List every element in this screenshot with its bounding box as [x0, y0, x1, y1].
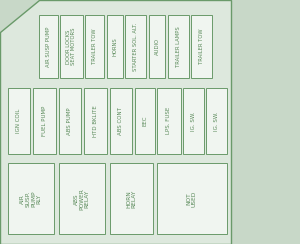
Text: DOOR LOCKS
SEAT MOTORS: DOOR LOCKS SEAT MOTORS: [66, 28, 76, 65]
FancyBboxPatch shape: [110, 163, 153, 234]
Text: STARTER SOL. ALT.: STARTER SOL. ALT.: [134, 22, 138, 71]
FancyBboxPatch shape: [183, 88, 204, 154]
Text: HORN
RELAY: HORN RELAY: [126, 190, 136, 208]
Text: TRAILER LAMPS: TRAILER LAMPS: [176, 26, 181, 67]
FancyBboxPatch shape: [8, 88, 30, 154]
FancyBboxPatch shape: [206, 88, 226, 154]
FancyBboxPatch shape: [84, 88, 106, 154]
Text: AIR
SUSP.
PUMP
RLY: AIR SUSP. PUMP RLY: [20, 191, 41, 207]
Text: ABS PUMP: ABS PUMP: [67, 107, 72, 135]
FancyBboxPatch shape: [157, 88, 181, 154]
Text: HTD BKLITE: HTD BKLITE: [93, 105, 98, 137]
Text: ABS CONT: ABS CONT: [118, 107, 123, 135]
FancyBboxPatch shape: [60, 15, 82, 78]
Text: EEC: EEC: [142, 115, 147, 126]
FancyBboxPatch shape: [39, 15, 58, 78]
FancyBboxPatch shape: [58, 163, 105, 234]
FancyBboxPatch shape: [85, 15, 104, 78]
Text: FUEL PUMP: FUEL PUMP: [42, 106, 47, 136]
FancyBboxPatch shape: [191, 15, 212, 78]
FancyBboxPatch shape: [33, 88, 56, 154]
FancyBboxPatch shape: [168, 15, 189, 78]
FancyBboxPatch shape: [58, 88, 81, 154]
Text: HORNS: HORNS: [112, 37, 117, 56]
Text: IGN COIL: IGN COIL: [16, 109, 21, 133]
Text: IG. SW.: IG. SW.: [214, 111, 219, 131]
Text: NOT
USED: NOT USED: [187, 191, 197, 207]
FancyBboxPatch shape: [135, 88, 154, 154]
Polygon shape: [0, 0, 231, 244]
FancyBboxPatch shape: [8, 163, 54, 234]
Text: AIR SUSP PUMP: AIR SUSP PUMP: [46, 26, 51, 67]
FancyBboxPatch shape: [110, 88, 132, 154]
FancyBboxPatch shape: [157, 163, 226, 234]
Text: IG. SW.: IG. SW.: [191, 111, 196, 131]
FancyBboxPatch shape: [106, 15, 123, 78]
FancyBboxPatch shape: [125, 15, 146, 78]
FancyBboxPatch shape: [149, 15, 165, 78]
Text: ABS
POWER
RELAY: ABS POWER RELAY: [74, 188, 90, 210]
Text: TRAILER TOW: TRAILER TOW: [199, 29, 204, 64]
Text: LPS. FUSE: LPS. FUSE: [167, 107, 171, 134]
Text: AUDIO: AUDIO: [154, 38, 160, 55]
Text: TRAILER TOW: TRAILER TOW: [92, 29, 97, 64]
